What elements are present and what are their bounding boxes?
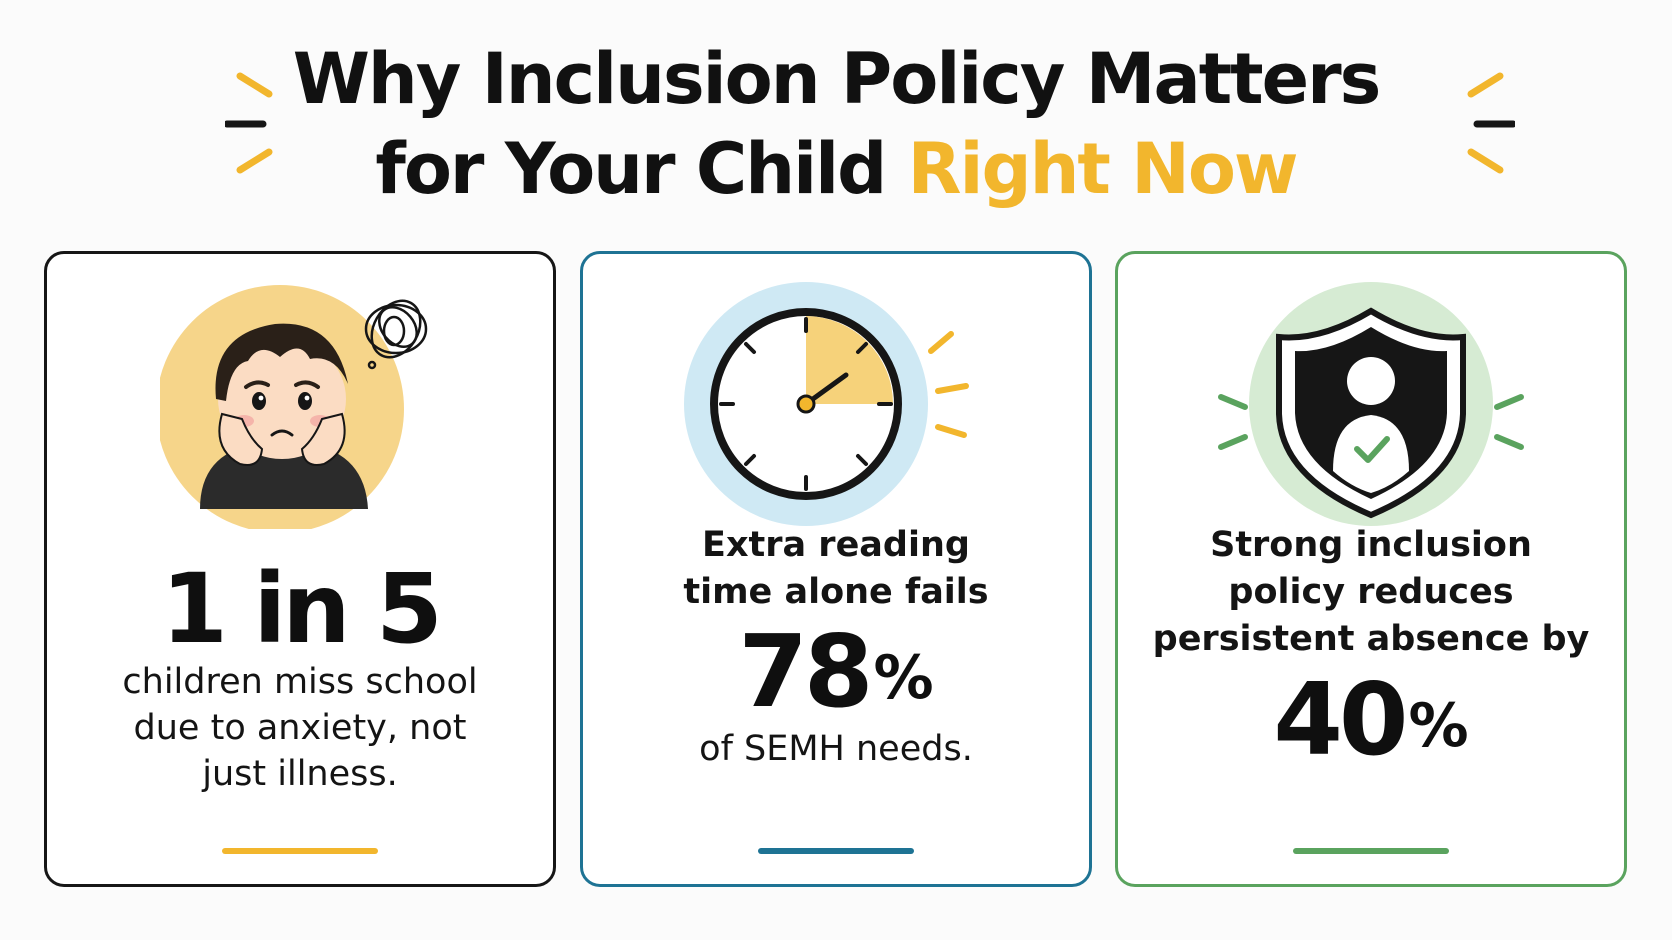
stat-card-inclusion-policy: Strong inclusion policy reduces persiste… (1115, 251, 1627, 887)
card-1-accent-rule (222, 848, 378, 854)
stat-78-percent: 78% (583, 616, 1089, 728)
card-2-accent-rule (758, 848, 914, 854)
page-title: Why Inclusion Policy Matters for Your Ch… (0, 34, 1672, 214)
anxious-child-icon (160, 285, 428, 529)
card-3-heading-line-1: Strong inclusion (1210, 525, 1532, 565)
burst-lines-left-icon (225, 72, 273, 174)
stat-card-anxiety: 1 in 5 children miss school due to anxie… (44, 251, 556, 887)
card-1-text-line-2: due to anxiety, not (133, 708, 467, 748)
title-line-1: Why Inclusion Policy Matters (292, 38, 1382, 120)
card-3-accent-rule (1293, 848, 1449, 854)
stat-78-unit: % (873, 643, 934, 713)
card-1-text-line-3: just illness. (202, 754, 398, 794)
stat-40-number: 40 (1273, 661, 1408, 778)
card-2-heading: Extra reading time alone fails (583, 522, 1089, 616)
stat-1-in-5: 1 in 5 (161, 553, 443, 665)
stat-card-reading-time: Extra reading time alone fails 78% of SE… (580, 251, 1092, 887)
card-3-heading-line-2: policy reduces (1228, 572, 1514, 612)
card-2-heading-line-1: Extra reading (702, 525, 970, 565)
burst-lines-right-icon (1467, 72, 1515, 174)
title-line-2-plain: for Your Child (375, 128, 908, 210)
title-highlight: Right Now (907, 128, 1299, 210)
shield-person-check-icon (1218, 282, 1524, 526)
card-3-heading: Strong inclusion policy reduces persiste… (1118, 522, 1624, 663)
clock-icon (684, 282, 969, 526)
card-2-heading-line-2: time alone fails (683, 572, 989, 612)
card-3-heading-line-3: persistent absence by (1152, 619, 1590, 659)
stat-78-number: 78 (738, 613, 873, 730)
stat-40-unit: % (1408, 691, 1469, 761)
card-2-caption: of SEMH needs. (699, 729, 973, 769)
card-1-text: children miss school due to anxiety, not… (47, 659, 553, 797)
stat-40-percent: 40% (1118, 664, 1624, 776)
title-line-2: for Your Child Right Now (0, 124, 1672, 214)
card-1-text-line-1: children miss school (122, 662, 478, 702)
